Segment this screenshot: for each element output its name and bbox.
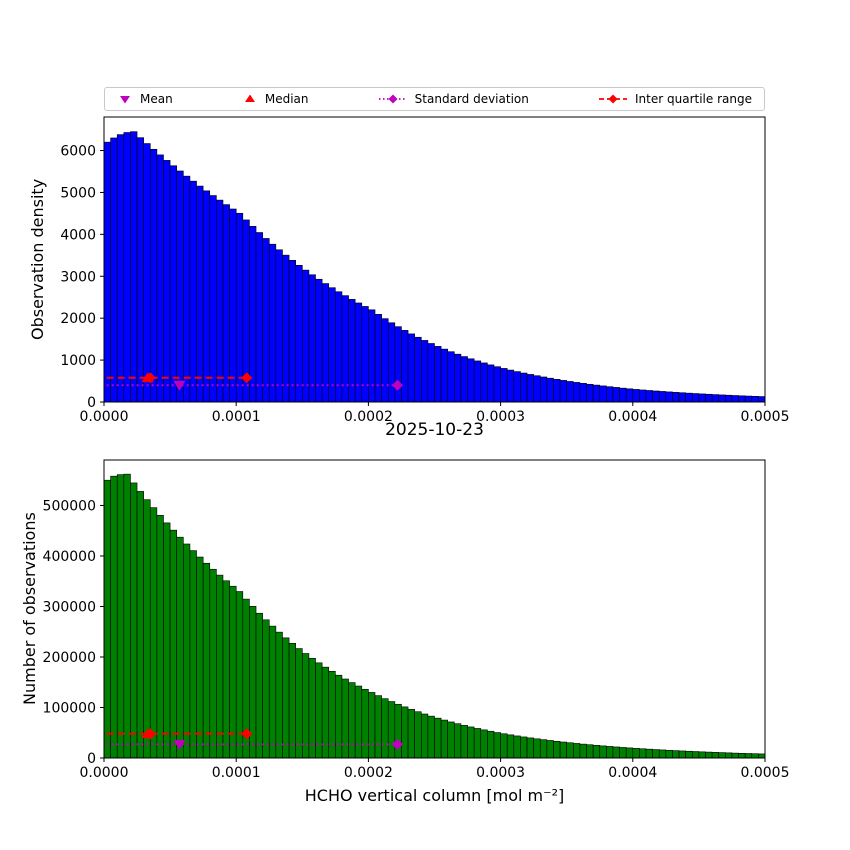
svg-text:3000: 3000 xyxy=(60,269,96,285)
svg-text:0.0001: 0.0001 xyxy=(212,765,261,781)
svg-text:500000: 500000 xyxy=(43,498,96,514)
svg-text:5000: 5000 xyxy=(60,185,96,201)
legend: Mean Median Standard deviation Inter qua… xyxy=(104,87,765,111)
svg-text:2000: 2000 xyxy=(60,311,96,327)
svg-text:0.0005: 0.0005 xyxy=(741,409,790,425)
svg-text:400000: 400000 xyxy=(43,549,96,565)
svg-text:6000: 6000 xyxy=(60,144,96,160)
legend-label-mean: Mean xyxy=(140,92,173,106)
iqr-marker-icon xyxy=(599,94,628,104)
svg-text:0.0004: 0.0004 xyxy=(608,765,657,781)
legend-entry-mean: Mean xyxy=(117,93,173,105)
top-y-axis-label: Observation density xyxy=(28,178,47,341)
svg-text:0.0003: 0.0003 xyxy=(476,765,525,781)
svg-text:0.0004: 0.0004 xyxy=(608,409,657,425)
date-title: 2025-10-23 xyxy=(385,420,484,440)
svg-text:0.0002: 0.0002 xyxy=(344,765,393,781)
svg-text:0.0000: 0.0000 xyxy=(80,765,129,781)
bottom-y-axis-label: Number of observations xyxy=(20,512,39,706)
svg-text:4000: 4000 xyxy=(60,227,96,243)
legend-label-std: Standard deviation xyxy=(414,92,529,106)
svg-text:0.0003: 0.0003 xyxy=(476,409,525,425)
svg-text:300000: 300000 xyxy=(43,599,96,615)
svg-text:0.0002: 0.0002 xyxy=(344,409,393,425)
svg-text:0: 0 xyxy=(87,751,96,767)
svg-text:0: 0 xyxy=(87,395,96,411)
std-deviation-marker-icon xyxy=(378,94,407,104)
svg-text:0.0001: 0.0001 xyxy=(212,409,261,425)
median-triangle-up-icon xyxy=(244,94,255,102)
svg-text:0.0005: 0.0005 xyxy=(741,765,790,781)
legend-entry-iqr: Inter quartile range xyxy=(598,93,752,105)
svg-text:0.0000: 0.0000 xyxy=(80,409,129,425)
svg-text:200000: 200000 xyxy=(43,650,96,666)
svg-text:1000: 1000 xyxy=(60,353,96,369)
legend-label-iqr: Inter quartile range xyxy=(635,92,752,106)
legend-entry-median: Median xyxy=(242,93,309,105)
x-axis-label: HCHO vertical column [mol m⁻²] xyxy=(304,786,565,805)
mean-triangle-down-icon xyxy=(120,96,130,104)
legend-entry-std: Standard deviation xyxy=(378,93,529,105)
legend-label-median: Median xyxy=(264,92,309,106)
svg-text:100000: 100000 xyxy=(43,700,96,716)
